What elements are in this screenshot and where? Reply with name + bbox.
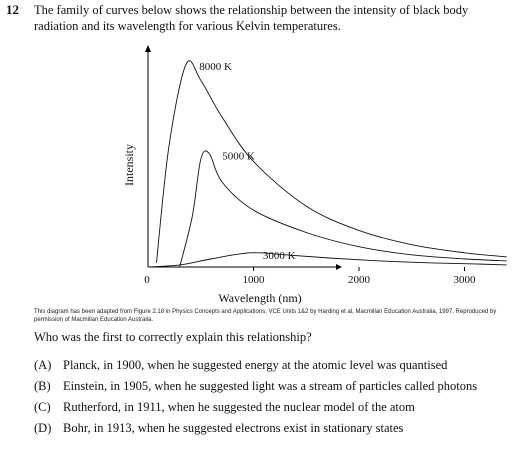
- option-text: Planck, in 1900, when he suggested energ…: [63, 358, 447, 373]
- x-tick-label: 0: [144, 274, 150, 286]
- question-prompt: Who was the first to correctly explain t…: [34, 330, 312, 345]
- x-tick-label: 2000: [348, 274, 371, 286]
- option-text: Einstein, in 1905, when he suggested lig…: [63, 379, 477, 394]
- x-axis-label: Wavelength (nm): [218, 291, 301, 305]
- option-text: Rutherford, in 1911, when he suggested t…: [63, 400, 415, 415]
- y-axis-label: Intensity: [122, 144, 136, 186]
- x-tick-label: 3000: [454, 274, 477, 286]
- curve-3000k: [148, 253, 507, 267]
- series-label: 3000 K: [263, 250, 296, 262]
- figure-credit: This diagram has been adapted from Figur…: [34, 308, 504, 324]
- option-label: (B): [34, 379, 51, 394]
- option-label: (A): [34, 358, 51, 373]
- x-tick-label: 1000: [243, 274, 266, 286]
- series-label: 8000 K: [199, 61, 232, 73]
- option-label: (D): [34, 421, 51, 436]
- option-text: Bohr, in 1913, when he suggested electro…: [63, 421, 403, 436]
- option-label: (C): [34, 400, 51, 415]
- series-label: 5000 K: [222, 150, 255, 162]
- blackbody-chart: 0 1000 2000 3000 8000 K 5000 K 3000 K Wavelen…: [0, 0, 529, 310]
- curve-5000k: [180, 151, 507, 267]
- curve-8000k: [156, 61, 506, 263]
- y-axis: [145, 45, 151, 267]
